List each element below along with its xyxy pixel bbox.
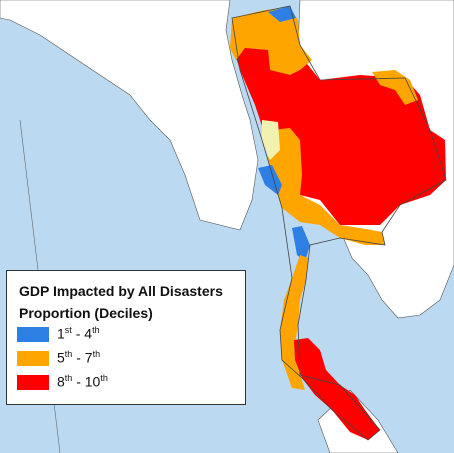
region-red-south	[294, 338, 380, 440]
legend-label-high: 8th - 10th	[57, 373, 108, 390]
land-west	[0, 0, 259, 231]
legend-subtitle: Proportion (Deciles)	[19, 305, 153, 321]
legend-swatch-low	[17, 327, 49, 342]
region-blue-north	[268, 6, 296, 22]
region-blue-isthmus	[292, 226, 310, 262]
region-orange-north	[230, 8, 312, 75]
coastline	[231, 5, 447, 441]
region-orange-peninsula	[280, 255, 308, 390]
legend-label-low: 1st - 4th	[57, 325, 100, 342]
map-legend: GDP Impacted by All Disasters Proportion…	[6, 270, 246, 405]
region-orange-center	[268, 128, 385, 245]
legend-swatch-high	[17, 375, 49, 390]
region-no-data	[262, 120, 280, 160]
legend-swatch-mid	[17, 351, 49, 366]
legend-title: GDP Impacted by All Disasters	[19, 283, 223, 299]
legend-label-mid: 5th - 7th	[57, 349, 101, 366]
